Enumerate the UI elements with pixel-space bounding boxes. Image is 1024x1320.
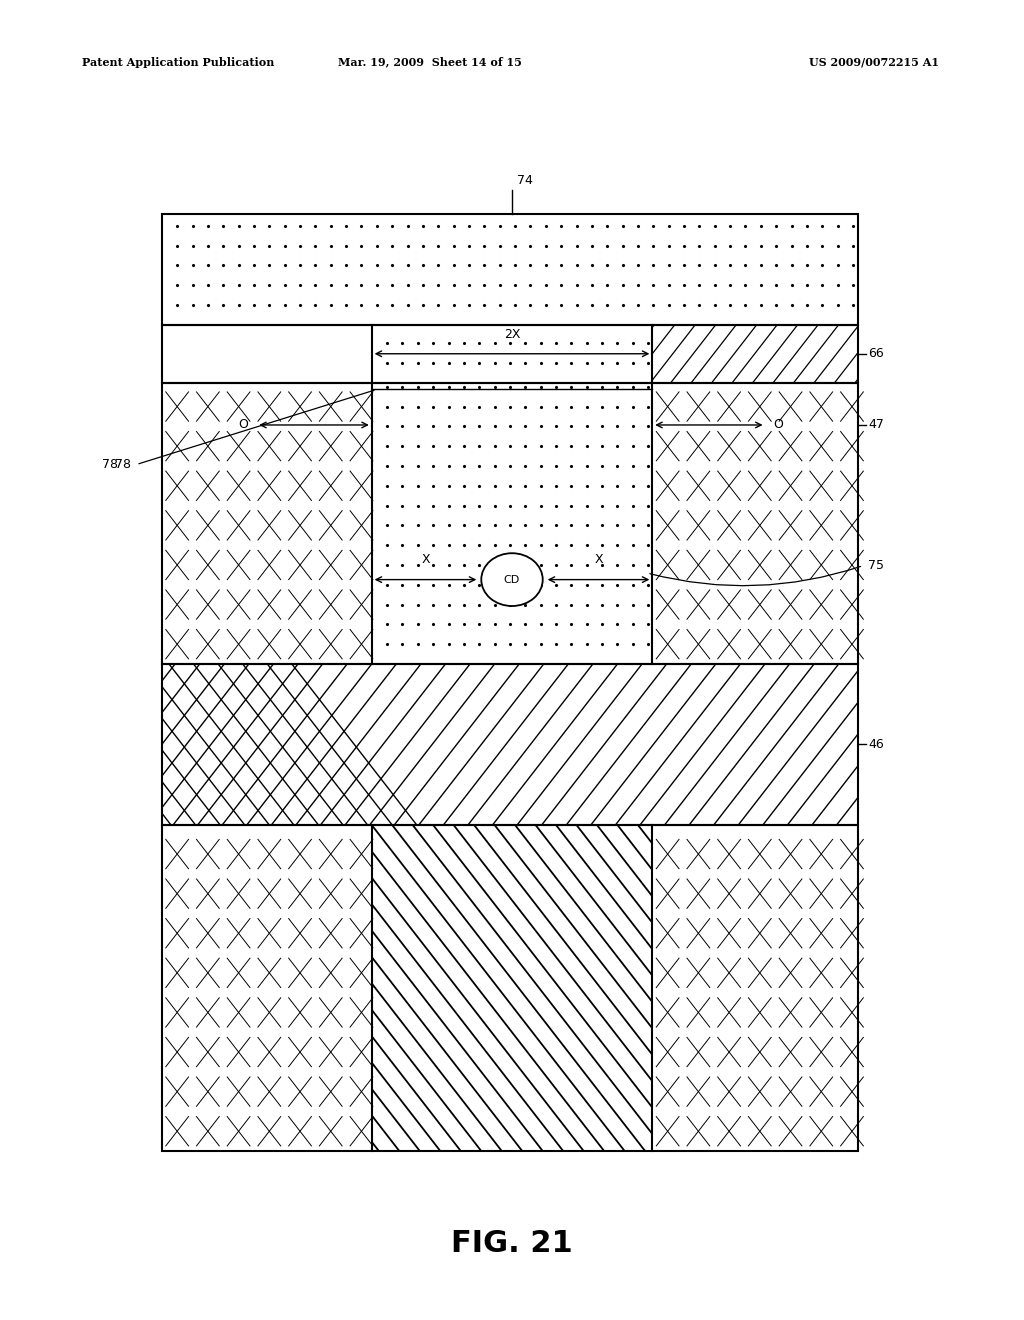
Text: CD: CD — [504, 574, 520, 585]
Bar — [372, 383, 652, 664]
Text: US 2009/0072215 A1: US 2009/0072215 A1 — [809, 57, 939, 67]
Text: O: O — [774, 418, 783, 432]
Bar — [162, 325, 858, 383]
Text: FIG. 21: FIG. 21 — [452, 1229, 572, 1258]
Text: 75: 75 — [868, 560, 885, 572]
Text: Patent Application Publication: Patent Application Publication — [82, 57, 274, 67]
Ellipse shape — [481, 553, 543, 606]
Bar — [162, 383, 858, 664]
Bar — [162, 664, 858, 825]
Text: 47: 47 — [868, 418, 885, 432]
Bar — [162, 383, 372, 664]
Bar — [652, 825, 858, 1151]
Text: 78: 78 — [102, 458, 119, 471]
Text: 66: 66 — [868, 347, 884, 360]
Bar — [652, 383, 858, 664]
Bar — [652, 325, 858, 383]
Bar — [162, 825, 372, 1151]
Text: 46: 46 — [868, 738, 884, 751]
Text: X: X — [421, 553, 430, 566]
Bar — [372, 325, 652, 383]
Text: 2X: 2X — [504, 327, 520, 341]
Bar — [162, 325, 372, 383]
Text: X: X — [594, 553, 603, 566]
Text: 78: 78 — [115, 458, 131, 471]
Bar — [372, 825, 652, 1151]
Bar — [162, 664, 858, 825]
Bar — [162, 214, 858, 325]
Text: 74: 74 — [517, 174, 534, 187]
Bar — [162, 825, 858, 1151]
Bar — [162, 214, 858, 325]
Text: Mar. 19, 2009  Sheet 14 of 15: Mar. 19, 2009 Sheet 14 of 15 — [338, 57, 522, 67]
Text: O: O — [239, 418, 248, 432]
